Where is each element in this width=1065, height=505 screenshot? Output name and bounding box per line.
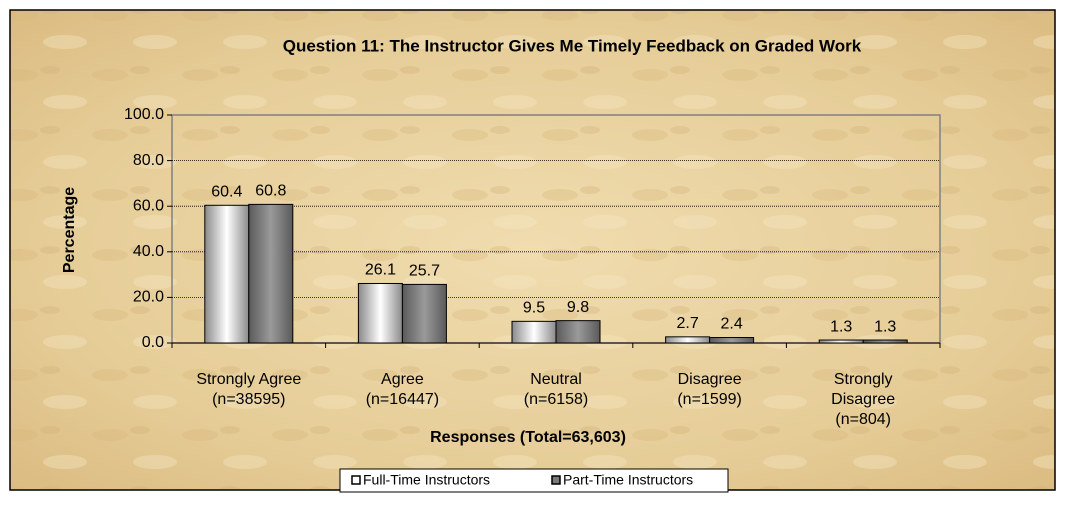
legend-label: Part-Time Instructors <box>563 472 693 488</box>
data-label: 2.4 <box>720 316 742 333</box>
bar <box>709 337 755 344</box>
bar <box>248 203 294 344</box>
bar <box>511 320 557 344</box>
bar <box>818 339 864 344</box>
x-tick-label: Disagree <box>831 391 895 408</box>
legend-label: Full-Time Instructors <box>363 472 490 488</box>
x-tick-label: (n=804) <box>835 411 891 428</box>
legend-swatch <box>551 475 561 485</box>
data-label: 1.3 <box>830 318 852 335</box>
y-tick-label: 0.0 <box>142 334 164 351</box>
legend-swatch <box>351 475 361 485</box>
bar <box>357 282 403 344</box>
data-label: 1.3 <box>874 318 896 335</box>
y-axis-title: Percentage <box>61 187 78 273</box>
y-tick-label: 20.0 <box>133 289 164 306</box>
data-label: 2.7 <box>676 315 698 332</box>
y-tick-label: 60.0 <box>133 197 164 214</box>
x-tick-label: (n=38595) <box>212 391 285 408</box>
x-tick-label: Neutral <box>530 371 582 388</box>
x-tick-label: Disagree <box>678 371 742 388</box>
x-tick-label: (n=1599) <box>677 391 742 408</box>
data-label: 25.7 <box>409 263 440 280</box>
data-label: 9.8 <box>567 299 589 316</box>
data-label: 60.4 <box>211 184 242 201</box>
bar <box>665 336 711 344</box>
bar <box>555 320 601 344</box>
x-tick-label: (n=16447) <box>366 391 439 408</box>
y-tick-label: 100.0 <box>124 106 164 123</box>
data-label: 9.5 <box>523 300 545 317</box>
texture <box>11 11 1054 489</box>
bar <box>862 339 908 344</box>
y-tick-label: 80.0 <box>133 152 164 169</box>
legend <box>339 468 729 493</box>
bar <box>401 283 447 344</box>
x-tick-label: Strongly Agree <box>196 371 301 388</box>
data-label: 26.1 <box>365 262 396 279</box>
bar <box>204 204 250 344</box>
data-label: 60.8 <box>255 183 286 200</box>
x-axis-title: Responses (Total=63,603) <box>430 429 626 446</box>
x-tick-label: (n=6158) <box>524 391 589 408</box>
chart-title: Question 11: The Instructor Gives Me Tim… <box>283 36 862 55</box>
x-tick-label: Strongly <box>834 371 893 388</box>
x-tick-label: Agree <box>381 371 424 388</box>
y-tick-label: 40.0 <box>133 243 164 260</box>
